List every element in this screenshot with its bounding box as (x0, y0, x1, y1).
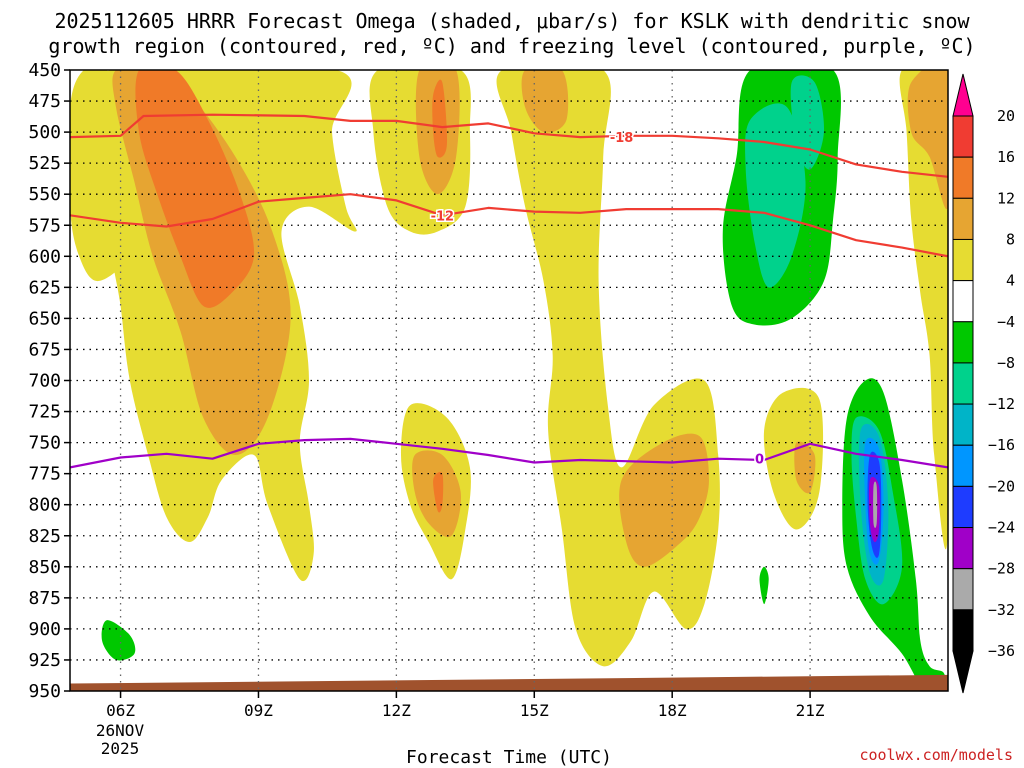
colorbar-swatch-9 (952, 485, 974, 529)
colorbar-label-6: −8 (997, 354, 1015, 372)
colorbar-label-3: 8 (1006, 230, 1015, 248)
colorbar-label-8: −16 (988, 436, 1015, 454)
colorbar-swatch-7 (952, 403, 974, 446)
omega-region-0-6 (899, 70, 948, 550)
omega-region-1-6 (907, 70, 948, 210)
contour-label-1: -12 (431, 209, 455, 224)
terrain-surface (70, 674, 948, 691)
colorbar-label-13: −36 (988, 642, 1015, 660)
contour-line-2 (70, 437, 948, 469)
ytick-label-550: 550 (28, 184, 61, 205)
chart-title-line-1: 2025112605 HRRR Forecast Omega (shaded, … (54, 9, 970, 33)
colorbar-swatch-4 (952, 280, 974, 323)
time-axis: 06Z 09Z 12Z 15Z 18Z 21Z (106, 691, 825, 720)
omega-region-2-1 (432, 79, 448, 158)
ytick-label-475: 475 (28, 91, 61, 112)
xtick-label-12Z: 12Z (382, 701, 411, 720)
ytick-label-625: 625 (28, 277, 61, 298)
ytick-label-925: 925 (28, 650, 61, 671)
ytick-label-675: 675 (28, 339, 61, 360)
contour-line-0 (70, 113, 948, 178)
ytick-label-575: 575 (28, 215, 61, 236)
chart-title-line-2: growth region (contoured, red, ºC) and f… (48, 34, 975, 58)
ytick-label-850: 850 (28, 557, 61, 578)
ytick-label-800: 800 (28, 495, 61, 516)
credit-label: coolwx.com/models (859, 746, 1013, 764)
contour-line-1 (70, 193, 948, 258)
colorbar-label-2: 12 (997, 189, 1015, 207)
colorbar-swatch-5 (952, 321, 974, 364)
colorbar-swatch-8 (952, 444, 974, 487)
xtick-label-21Z: 21Z (796, 701, 825, 720)
colorbar-swatch-0 (952, 115, 974, 158)
ytick-label-450: 450 (28, 60, 61, 81)
pressure-axis: 450 475 500 525 550 575 600 625 650 675 700 725 750 7… (28, 60, 70, 702)
colorbar-label-0: 20 (997, 107, 1015, 125)
ytick-label-600: 600 (28, 246, 61, 267)
ytick-label-900: 900 (28, 619, 61, 640)
date-label: 26NOV (96, 721, 145, 740)
colorbar-label-10: −24 (988, 519, 1015, 537)
colorbar-label-5: −4 (997, 313, 1015, 331)
omega-region-0-4 (496, 70, 720, 667)
xtick-label-09Z: 09Z (244, 701, 273, 720)
xtick-label-15Z: 15Z (520, 701, 549, 720)
colorbar-top-arrow (952, 73, 974, 117)
ytick-label-775: 775 (28, 464, 61, 485)
colorbar-swatch-11 (952, 568, 974, 611)
omega-region-3-2 (759, 566, 769, 605)
colorbar-swatch-2 (952, 197, 974, 240)
terrain (70, 674, 948, 691)
omega-region-3-1 (101, 620, 136, 661)
xtick-label-18Z: 18Z (658, 701, 687, 720)
colorbar-swatch-12 (952, 609, 974, 652)
colorbar-label-4: 4 (1006, 272, 1015, 290)
xtick-label-06Z: 06Z (106, 701, 135, 720)
ytick-label-725: 725 (28, 402, 61, 423)
temperature-contours: -18 -12 0 (70, 113, 948, 469)
ytick-label-950: 950 (28, 681, 61, 702)
ytick-label-825: 825 (28, 526, 61, 547)
ytick-label-650: 650 (28, 308, 61, 329)
colorbar-label-9: −20 (988, 477, 1015, 495)
contour-label-2: 0 (755, 453, 764, 468)
colorbar-swatch-10 (952, 527, 974, 570)
colorbar-swatch-6 (952, 362, 974, 405)
ytick-label-500: 500 (28, 122, 61, 143)
omega-region-2-2 (433, 472, 444, 513)
ytick-label-750: 750 (28, 433, 61, 454)
colorbar-swatch-1 (952, 156, 974, 199)
ytick-label-700: 700 (28, 371, 61, 392)
year-label: 2025 (101, 739, 140, 758)
ytick-label-875: 875 (28, 588, 61, 609)
colorbar-label-1: 16 (997, 148, 1015, 166)
ytick-label-525: 525 (28, 153, 61, 174)
omega-region-2-0 (135, 70, 255, 308)
omega-region-9-0 (873, 481, 878, 528)
colorbar-swatch-3 (952, 238, 974, 282)
omega-region-4-1 (745, 103, 806, 288)
colorbar-bottom-arrow (952, 650, 974, 694)
contour-label-0: -18 (610, 131, 634, 146)
omega-region-0-5 (763, 387, 824, 530)
colorbar: 20 16 12 8 4 −4 −8 −12 −16 −20 −24 −28 −32 −36 (952, 73, 1015, 694)
omega-region-1-3 (619, 433, 709, 567)
colorbar-label-7: −12 (988, 395, 1015, 413)
colorbar-label-12: −32 (988, 601, 1015, 619)
colorbar-label-11: −28 (988, 560, 1015, 578)
x-axis-label: Forecast Time (UTC) (406, 747, 612, 768)
